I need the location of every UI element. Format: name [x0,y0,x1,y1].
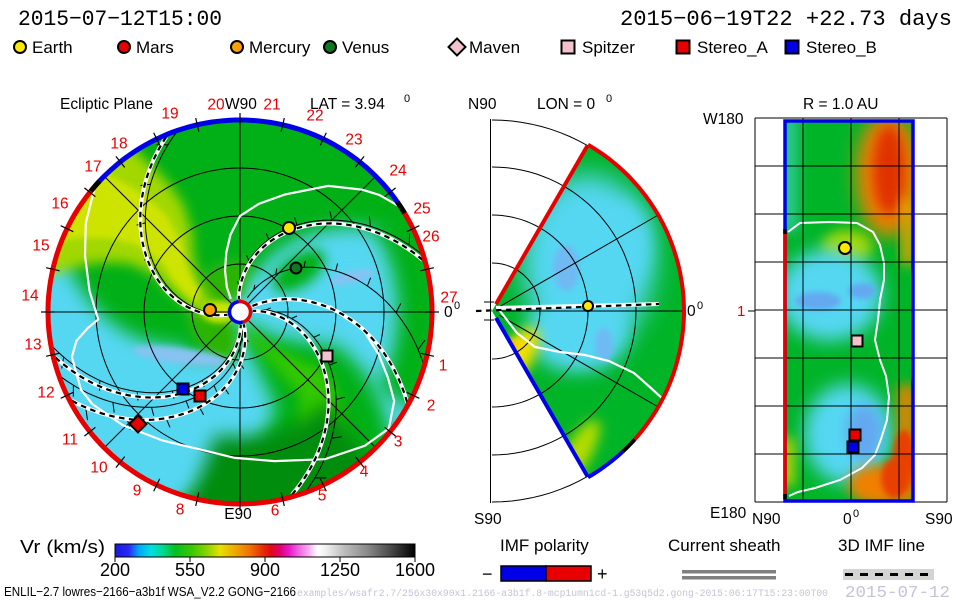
svg-text:17: 17 [84,159,101,176]
svg-text:200: 200 [100,560,130,580]
svg-text:LON = 0: LON = 0 [537,96,596,113]
svg-text:1: 1 [439,358,448,375]
svg-text:Spitzer: Spitzer [582,38,635,57]
svg-text:12: 12 [37,385,54,402]
svg-text:5: 5 [318,488,327,505]
svg-text:LAT = 3.94: LAT = 3.94 [310,96,385,113]
svg-text:Vr (km/s): Vr (km/s) [20,537,105,557]
svg-text:N90: N90 [752,511,781,528]
svg-text:20: 20 [207,97,225,114]
svg-text:Stereo_B: Stereo_B [806,38,877,57]
svg-text:S90: S90 [474,511,502,528]
svg-text:Ecliptic Plane: Ecliptic Plane [60,96,153,113]
svg-text:2015−07−12T15:00: 2015−07−12T15:00 [18,7,222,32]
svg-text:Venus: Venus [342,38,389,57]
svg-text:IMF polarity: IMF polarity [500,536,589,555]
svg-text:E180: E180 [710,505,747,522]
svg-text:8: 8 [176,502,185,519]
svg-text:N90: N90 [468,96,497,113]
svg-text:16: 16 [51,196,68,213]
svg-text:Maven: Maven [469,38,520,57]
svg-text:0: 0 [697,300,703,312]
svg-text:4: 4 [360,464,369,481]
svg-text:S90: S90 [925,511,953,528]
svg-text:0: 0 [687,303,696,320]
svg-text:2015−06−19T22 +22.73 days: 2015−06−19T22 +22.73 days [620,7,952,32]
svg-text:Mars: Mars [136,38,174,57]
svg-text:0: 0 [606,93,612,105]
svg-text:0: 0 [843,511,852,528]
svg-text:9: 9 [133,483,142,500]
svg-text:1600: 1600 [395,560,435,580]
svg-text:25: 25 [413,201,430,218]
svg-text:26: 26 [422,229,439,246]
svg-text:11: 11 [62,432,78,449]
svg-text:900: 900 [250,560,280,580]
svg-text:10: 10 [90,460,108,477]
svg-text:14: 14 [21,288,39,305]
svg-text:24: 24 [389,163,407,180]
svg-text:19: 19 [161,106,178,123]
svg-text:0: 0 [454,300,460,312]
svg-text:0: 0 [444,304,453,321]
svg-text:3: 3 [394,434,403,451]
svg-text:0: 0 [404,93,410,105]
svg-text:Mercury: Mercury [249,38,311,57]
svg-text:2: 2 [427,398,436,415]
svg-text:+: + [597,564,608,584]
svg-text:2015-07-12: 2015-07-12 [845,583,950,600]
svg-text:W180: W180 [703,111,744,128]
svg-text:550: 550 [175,560,205,580]
svg-text:21: 21 [263,97,280,114]
svg-text:−: − [482,564,493,584]
svg-text:1250: 1250 [320,560,360,580]
svg-text:13: 13 [24,337,41,354]
svg-text:E90: E90 [224,506,252,523]
svg-text:15: 15 [32,238,49,255]
svg-text:27: 27 [440,290,457,307]
svg-text:Current sheath: Current sheath [668,536,780,555]
svg-text:Stereo_A: Stereo_A [697,38,769,57]
svg-text:W90: W90 [225,96,257,113]
svg-text:3D IMF line: 3D IMF line [838,536,925,555]
svg-text:Earth: Earth [32,38,73,57]
svg-text:18: 18 [110,136,127,153]
svg-text:22: 22 [306,108,323,125]
svg-text:23: 23 [345,132,362,149]
svg-text:1: 1 [737,303,745,320]
svg-text:R = 1.0 AU: R = 1.0 AU [803,96,878,113]
svg-text:0: 0 [853,508,859,520]
svg-text:ENLIL−2.7 lowres−2166−a3b1f WS: ENLIL−2.7 lowres−2166−a3b1f WSA_V2.2 GON… [4,584,296,599]
svg-text:examples/wsafr2.7/256x30x90x1.: examples/wsafr2.7/256x30x90x1.2166-a3b1f… [297,588,828,600]
svg-text:6: 6 [271,503,280,520]
